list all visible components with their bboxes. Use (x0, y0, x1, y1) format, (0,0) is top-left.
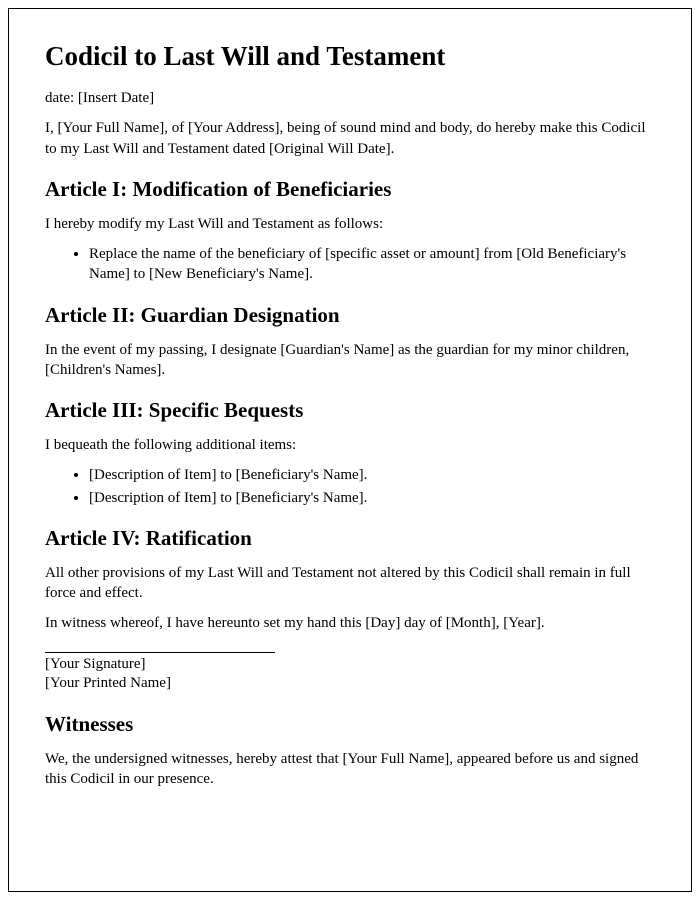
document-page: Codicil to Last Will and Testament date:… (8, 8, 692, 892)
article-3-list: [Description of Item] to [Beneficiary's … (45, 465, 655, 508)
list-item: Replace the name of the beneficiary of [… (89, 244, 655, 285)
date-line: date: [Insert Date] (45, 88, 655, 108)
signature-label: [Your Signature] (45, 655, 655, 675)
article-4-paragraph-1: All other provisions of my Last Will and… (45, 563, 655, 604)
article-2-paragraph: In the event of my passing, I designate … (45, 340, 655, 381)
article-1-list: Replace the name of the beneficiary of [… (45, 244, 655, 285)
witnesses-heading: Witnesses (45, 712, 655, 737)
article-2-heading: Article II: Guardian Designation (45, 303, 655, 328)
printed-name-label: [Your Printed Name] (45, 674, 655, 694)
article-4-heading: Article IV: Ratification (45, 526, 655, 551)
list-item: [Description of Item] to [Beneficiary's … (89, 465, 655, 485)
list-item: [Description of Item] to [Beneficiary's … (89, 488, 655, 508)
article-1-heading: Article I: Modification of Beneficiaries (45, 177, 655, 202)
document-title: Codicil to Last Will and Testament (45, 41, 655, 72)
article-1-paragraph: I hereby modify my Last Will and Testame… (45, 214, 655, 234)
article-4-paragraph-2: In witness whereof, I have hereunto set … (45, 613, 655, 633)
article-3-paragraph: I bequeath the following additional item… (45, 435, 655, 455)
article-3-heading: Article III: Specific Bequests (45, 398, 655, 423)
signature-line (45, 652, 275, 653)
witnesses-paragraph: We, the undersigned witnesses, hereby at… (45, 749, 655, 790)
intro-paragraph: I, [Your Full Name], of [Your Address], … (45, 118, 655, 159)
